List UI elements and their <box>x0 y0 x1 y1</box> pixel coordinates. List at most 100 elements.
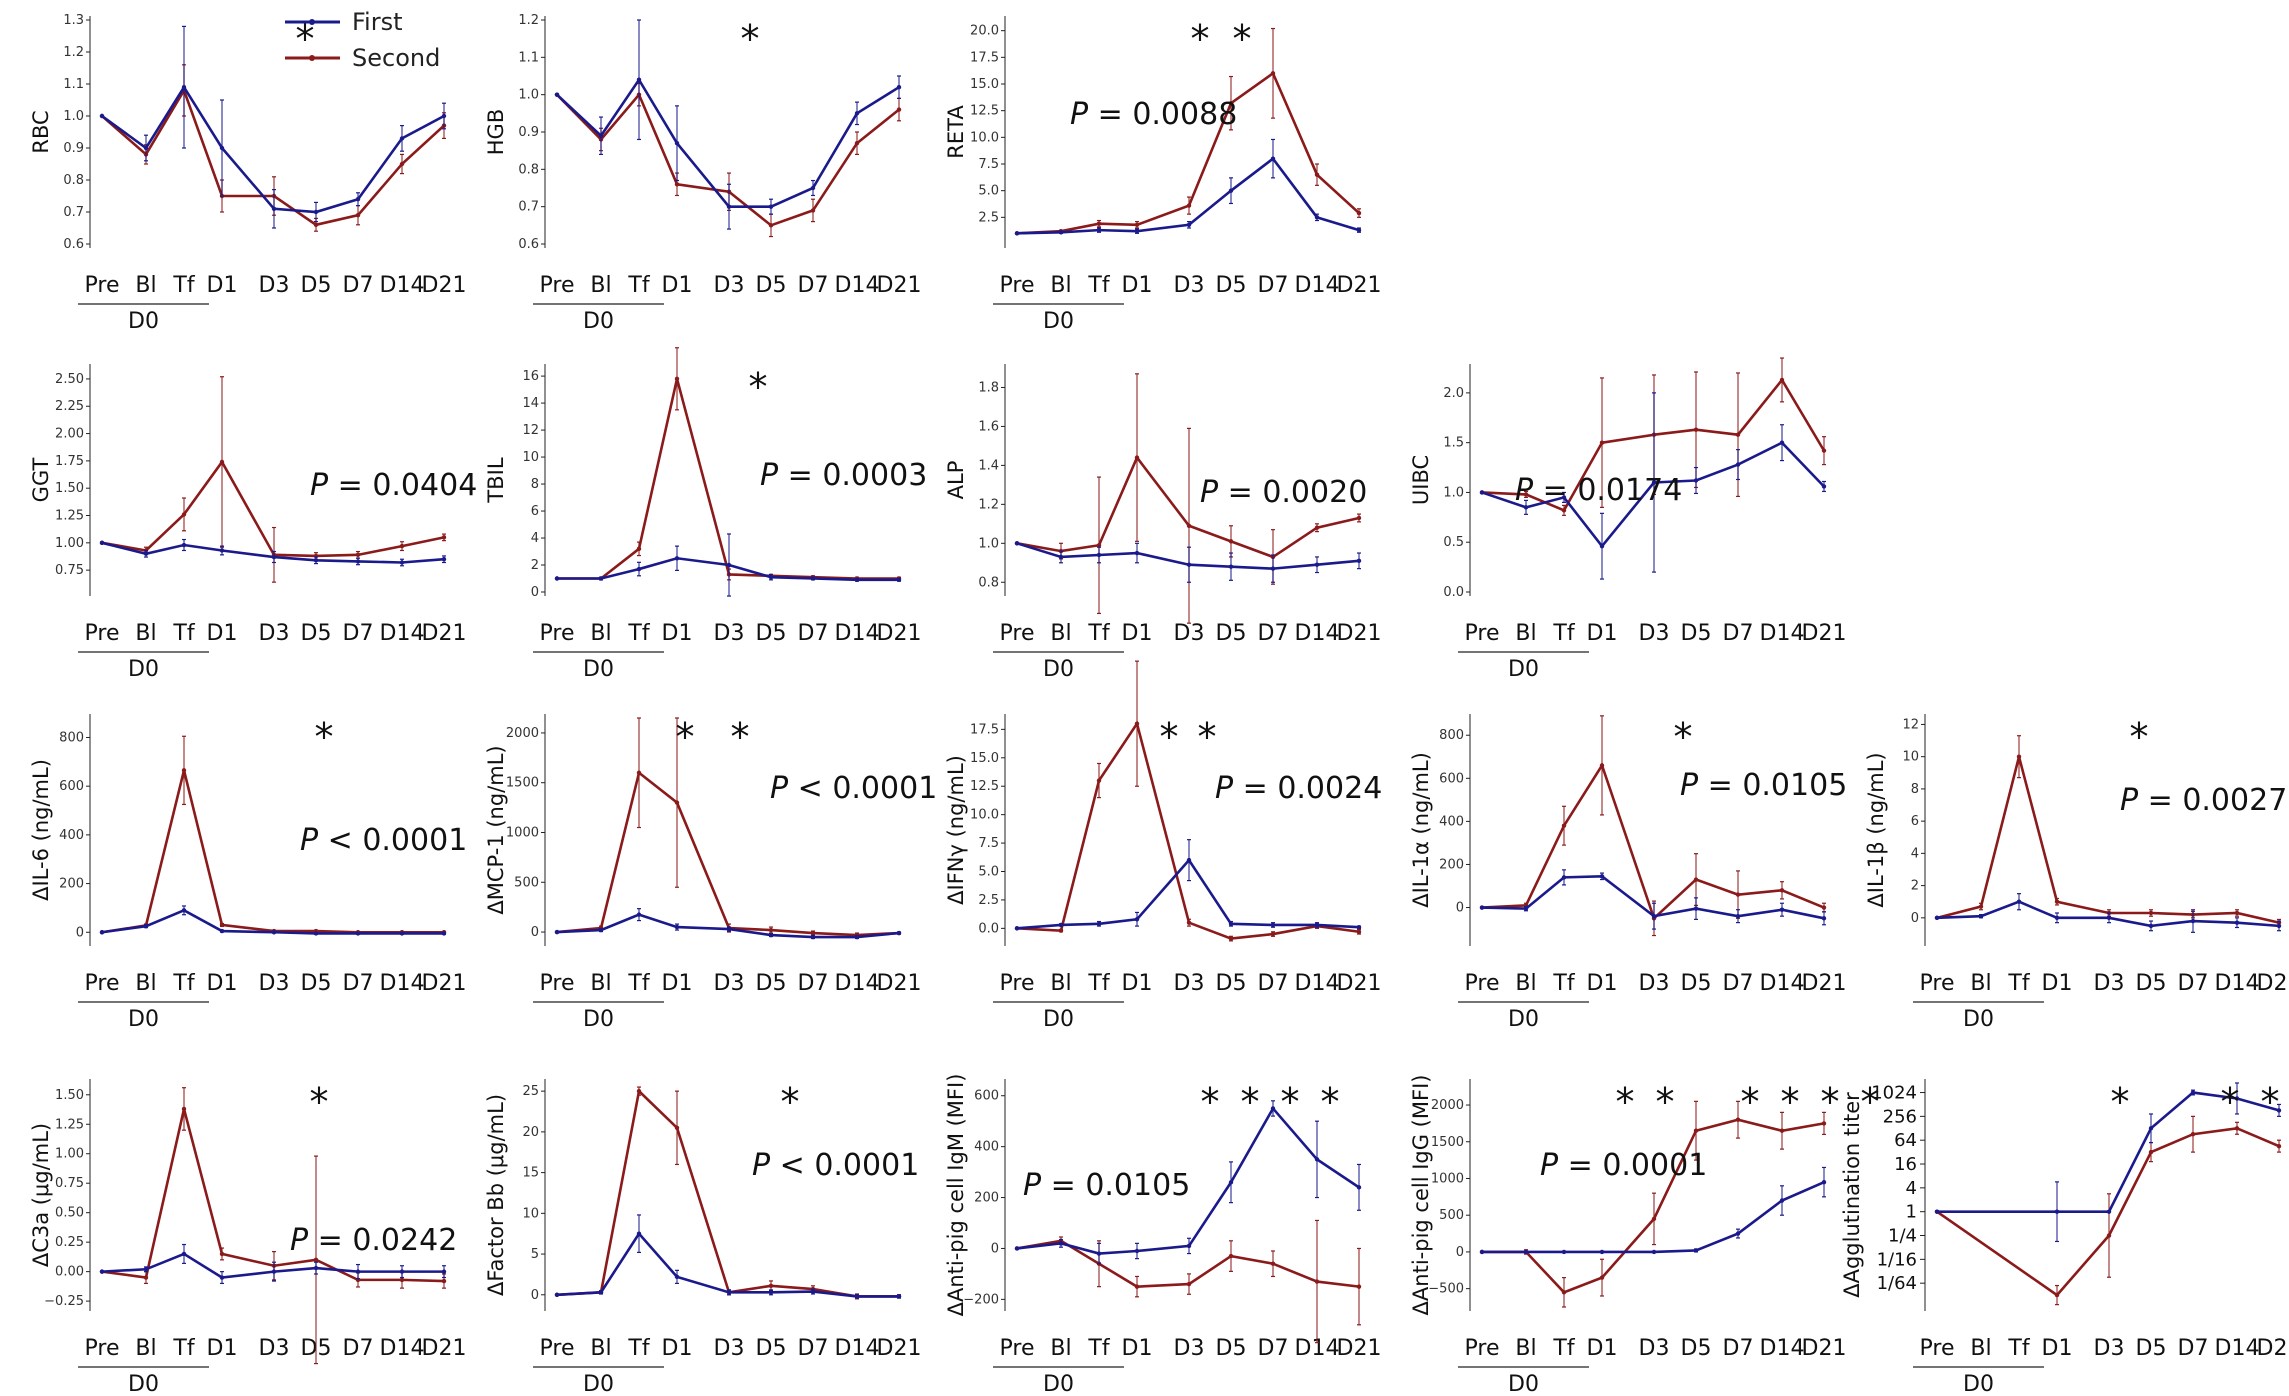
significance-star: * <box>1656 1080 1675 1124</box>
x-tick-label-d5: D5 <box>1216 273 1247 298</box>
data-point-second <box>1134 455 1140 460</box>
x-tick-label-bl: Bl <box>1050 1336 1071 1361</box>
chart-panel-14: 0 5 10 15 20 25 ΔFactor Bb (μg/mL) Pre Bl Tf D1 D3 D… <box>484 1079 921 1396</box>
x-tick-label-d14: D14 <box>1295 971 1340 996</box>
data-point-first <box>399 136 405 141</box>
x-tick-label-d1: D1 <box>1587 621 1618 646</box>
y-tick-label: 1.2 <box>63 45 84 60</box>
data-point-first <box>1356 558 1362 564</box>
y-tick-label: 1.6 <box>978 419 999 434</box>
y-tick-label: 5 <box>531 1247 539 1262</box>
y-tick-label: 25 <box>522 1084 539 1099</box>
y-tick-label: 1500 <box>506 776 539 791</box>
data-point-second <box>181 1106 187 1112</box>
x-tick-label-d21: D21 <box>422 1336 467 1361</box>
x-tick-label-pre: Pre <box>1000 971 1035 996</box>
data-point-first <box>854 577 860 583</box>
data-point-second <box>636 770 642 775</box>
data-point-first <box>143 145 149 151</box>
y-tick-label: −200 <box>963 1292 999 1307</box>
x-tick-label-d5: D5 <box>1681 1336 1712 1361</box>
data-point-first <box>313 558 319 563</box>
data-point-second <box>1523 492 1529 497</box>
d0-group-label: D0 <box>1963 1007 1994 1032</box>
data-point-first <box>181 1251 187 1257</box>
data-point-first <box>1356 925 1362 930</box>
data-point-first <box>1561 1249 1567 1255</box>
data-point-second <box>674 800 680 805</box>
data-point-first <box>1735 913 1741 919</box>
x-tick-label-d1: D1 <box>207 621 238 646</box>
data-point-first <box>1651 480 1657 485</box>
data-point-first <box>554 1292 560 1297</box>
y-tick-label: 8 <box>1911 782 1919 797</box>
x-tick-label-bl: Bl <box>1050 621 1071 646</box>
x-tick-label-bl: Bl <box>1970 971 1991 996</box>
data-point-second <box>2106 1233 2112 1238</box>
data-point-second <box>1134 721 1140 726</box>
y-tick-label: 1.0 <box>518 88 539 103</box>
chart-panel-8: 0 200 400 600 800 ΔIL-6 (ng/mL) Pre Bl Tf D1 D3 D5 D… <box>29 714 467 1032</box>
p-value-text: = 0.0242 <box>318 1223 458 1258</box>
x-tick-label-d21: D21 <box>1802 971 1847 996</box>
significance-star: * <box>741 17 760 61</box>
data-point-second <box>1779 888 1785 893</box>
x-tick-label-d3: D3 <box>1639 621 1670 646</box>
data-point-second <box>768 223 774 228</box>
significance-star: * <box>1191 17 1210 61</box>
data-point-first <box>2054 915 2060 921</box>
y-tick-label: 2 <box>531 558 539 573</box>
data-point-first <box>271 1269 277 1274</box>
y-tick-label: 1024 <box>1871 1083 1917 1104</box>
data-point-second <box>1356 515 1362 521</box>
y-tick-label: 0.75 <box>55 563 84 578</box>
x-tick-label-tf: Tf <box>1552 971 1575 996</box>
data-point-first <box>1228 188 1234 193</box>
data-point-second <box>2276 1143 2282 1149</box>
p-value-label: P = 0.0088 <box>1070 97 1237 132</box>
y-tick-label: 1.8 <box>978 380 999 395</box>
x-tick-label-bl: Bl <box>1050 273 1071 298</box>
x-tick-label-d5: D5 <box>756 971 787 996</box>
data-point-first <box>598 927 604 933</box>
data-point-first <box>1934 1209 1940 1214</box>
data-point-second <box>1779 1128 1785 1133</box>
y-axis-label: ΔIL-1β (ng/mL) <box>1864 752 1888 907</box>
data-point-first <box>2148 1126 2154 1131</box>
x-tick-label-d5: D5 <box>1216 971 1247 996</box>
chart-panel-13: −0.25 0.00 0.25 0.50 0.75 1.00 1.25 1.50 ΔC3a (μ… <box>29 1079 466 1396</box>
y-tick-label: 64 <box>1894 1130 1917 1151</box>
x-tick-label-d21: D21 <box>877 273 922 298</box>
series-line-first <box>101 84 445 214</box>
significance-star: * <box>1741 1080 1760 1124</box>
y-tick-label: 20 <box>522 1125 539 1140</box>
legend-label-first: First <box>352 8 403 36</box>
data-point-first <box>1599 874 1605 879</box>
x-tick-label-d1: D1 <box>2042 1336 2073 1361</box>
data-point-first <box>355 1269 361 1274</box>
y-tick-label: 12 <box>1902 717 1919 732</box>
y-tick-label: 1.00 <box>55 536 84 551</box>
y-tick-label: 0.6 <box>518 237 539 252</box>
data-point-first <box>1561 875 1567 880</box>
p-symbol: P <box>300 823 328 858</box>
significance-star: * <box>310 1080 329 1124</box>
x-tick-label-d3: D3 <box>2094 971 2125 996</box>
x-tick-label-d21: D21 <box>1802 1336 1847 1361</box>
y-axis-label: UIBC <box>1409 455 1433 505</box>
x-tick-label-bl: Bl <box>135 621 156 646</box>
x-tick-label-pre: Pre <box>85 1336 120 1361</box>
data-point-first <box>1479 905 1485 910</box>
x-tick-label-bl: Bl <box>590 971 611 996</box>
data-point-second <box>313 222 319 227</box>
p-symbol: P <box>290 1223 318 1258</box>
data-point-second <box>636 546 642 552</box>
data-point-second <box>2148 1149 2154 1155</box>
data-point-first <box>1479 1249 1485 1255</box>
data-point-first <box>726 204 732 209</box>
data-point-first <box>1599 544 1605 549</box>
data-point-first <box>1651 913 1657 919</box>
x-tick-label-d7: D7 <box>1723 621 1754 646</box>
significance-star: * <box>1616 1080 1635 1124</box>
x-tick-label-d5: D5 <box>2136 971 2167 996</box>
